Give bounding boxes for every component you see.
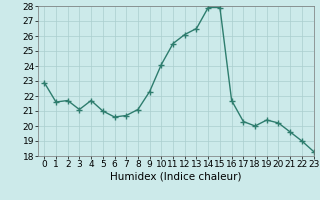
X-axis label: Humidex (Indice chaleur): Humidex (Indice chaleur)	[110, 172, 242, 182]
